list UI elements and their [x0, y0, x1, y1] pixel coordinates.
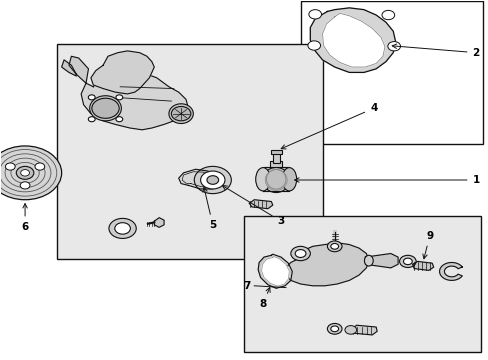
Circle shape	[200, 171, 224, 189]
Circle shape	[387, 41, 400, 51]
Text: 9: 9	[422, 231, 432, 259]
Bar	[300, 1, 483, 144]
Text: 8: 8	[259, 288, 269, 309]
Circle shape	[307, 41, 320, 50]
Ellipse shape	[262, 167, 289, 193]
Polygon shape	[263, 167, 289, 191]
Ellipse shape	[364, 255, 372, 266]
Circle shape	[16, 166, 34, 179]
Circle shape	[88, 95, 95, 100]
Polygon shape	[322, 13, 384, 67]
Circle shape	[116, 95, 122, 100]
Circle shape	[327, 323, 341, 334]
Circle shape	[308, 10, 321, 19]
Bar	[270, 161, 282, 167]
Circle shape	[381, 10, 394, 20]
Polygon shape	[412, 261, 433, 270]
Ellipse shape	[264, 170, 286, 190]
Circle shape	[330, 326, 338, 332]
Circle shape	[327, 241, 341, 252]
Polygon shape	[154, 218, 163, 227]
Polygon shape	[258, 254, 292, 288]
Text: 5: 5	[203, 187, 216, 230]
Circle shape	[115, 223, 130, 234]
Polygon shape	[69, 56, 88, 83]
Polygon shape	[439, 262, 461, 280]
Text: 4: 4	[281, 103, 377, 149]
Bar	[272, 153, 279, 163]
Polygon shape	[310, 8, 395, 72]
Polygon shape	[178, 169, 217, 189]
Circle shape	[344, 325, 356, 334]
Text: 7: 7	[243, 281, 250, 291]
Circle shape	[330, 243, 338, 249]
Circle shape	[194, 166, 231, 194]
Text: 2: 2	[391, 44, 479, 58]
Circle shape	[399, 255, 415, 267]
Polygon shape	[261, 256, 289, 286]
Circle shape	[109, 219, 136, 238]
Circle shape	[88, 117, 95, 122]
Ellipse shape	[255, 168, 270, 191]
Polygon shape	[91, 51, 154, 94]
Polygon shape	[81, 74, 188, 130]
Circle shape	[20, 182, 30, 189]
Circle shape	[92, 98, 119, 118]
Text: 3: 3	[222, 186, 284, 226]
Text: 6: 6	[21, 204, 29, 231]
Text: 1: 1	[294, 175, 479, 185]
Polygon shape	[61, 60, 76, 76]
Circle shape	[290, 246, 310, 261]
Bar	[270, 150, 281, 154]
Bar	[57, 44, 322, 259]
Circle shape	[116, 117, 122, 122]
Circle shape	[206, 176, 218, 184]
Circle shape	[295, 249, 305, 257]
Polygon shape	[249, 200, 272, 209]
Bar	[244, 216, 480, 352]
Circle shape	[171, 107, 190, 121]
Ellipse shape	[168, 104, 193, 123]
Polygon shape	[285, 243, 368, 286]
Polygon shape	[365, 253, 397, 268]
Circle shape	[35, 163, 44, 170]
Circle shape	[5, 163, 15, 170]
Ellipse shape	[89, 96, 121, 121]
Polygon shape	[351, 325, 376, 335]
Circle shape	[403, 258, 411, 265]
Circle shape	[20, 170, 29, 176]
Ellipse shape	[282, 168, 296, 191]
Circle shape	[0, 146, 61, 200]
